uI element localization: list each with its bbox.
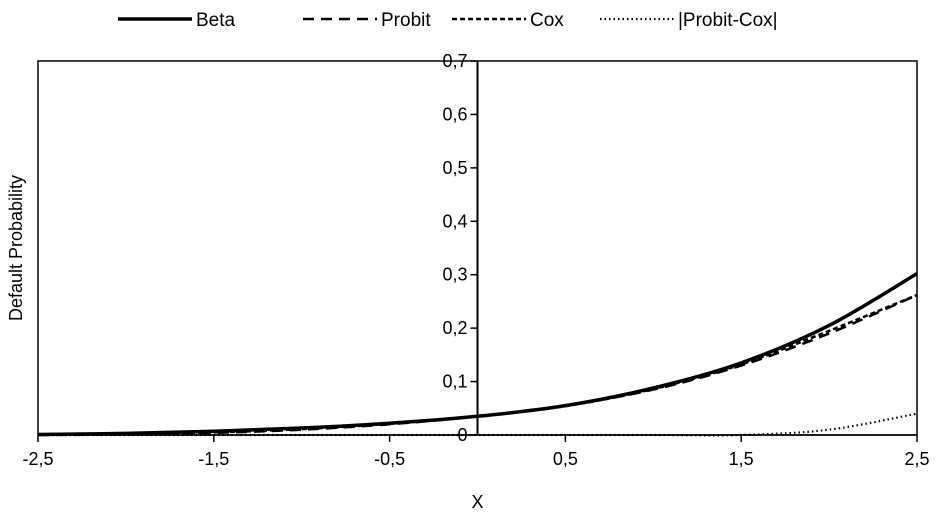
y-tick-label: 0,5	[442, 158, 467, 178]
legend-label: |Probit-Cox|	[678, 10, 778, 31]
legend: Beta Probit Cox |Probit-Cox|	[118, 10, 778, 31]
x-tick-label: 2,5	[904, 449, 929, 469]
y-tick-label: 0,2	[442, 318, 467, 338]
legend-item: |Probit-Cox|	[600, 10, 778, 31]
legend-item: Probit	[303, 10, 431, 31]
y-tick-label: 0,7	[442, 51, 467, 71]
x-tick-label: 0,5	[553, 449, 578, 469]
legend-label: Cox	[530, 10, 564, 31]
series-layer	[37, 272, 918, 437]
y-tick-label: 0,6	[442, 104, 467, 124]
series-line-beta	[37, 272, 918, 437]
legend-label: Probit	[381, 10, 431, 31]
y-tick-label: 0,4	[442, 211, 467, 231]
y-tick-label: 0,3	[442, 265, 467, 285]
x-axis: -2,5 -1,5 -0,5 0,5 1,5 2,5	[22, 434, 930, 469]
x-axis-title: X	[471, 492, 483, 512]
y-axis: 00,10,20,30,40,50,60,7	[442, 51, 479, 445]
x-tick-label: -1,5	[198, 449, 229, 469]
legend-label: Beta	[196, 10, 236, 31]
legend-item: Beta	[118, 10, 236, 31]
x-tick-label: -2,5	[22, 449, 53, 469]
y-axis-title: Default Probability	[6, 175, 26, 321]
x-tick-label: -0,5	[374, 449, 405, 469]
y-tick-label: 0,1	[442, 372, 467, 392]
legend-item: Cox	[452, 10, 564, 31]
x-tick-label: 1,5	[729, 449, 754, 469]
series-line-probitcox	[38, 412, 918, 437]
